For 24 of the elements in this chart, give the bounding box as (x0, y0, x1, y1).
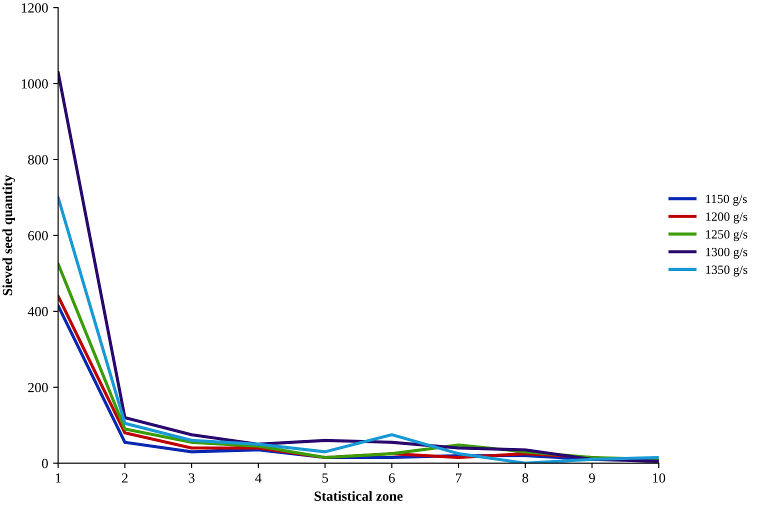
legend-label: 1350 g/s (706, 266, 748, 277)
x-tick-label: 5 (322, 473, 328, 483)
y-tick-label: 0 (42, 458, 48, 468)
y-tick-label: 1000 (22, 79, 48, 89)
legend-label: 1150 g/s (706, 194, 747, 206)
x-tick-label: 2 (122, 473, 128, 483)
x-axis-title: Statistical zone (314, 491, 403, 501)
x-tick-label: 4 (255, 473, 262, 483)
legend-label: 1250 g/s (706, 230, 748, 242)
y-tick-label: 1200 (22, 3, 48, 13)
y-tick-label: 400 (28, 306, 48, 316)
x-tick-label: 3 (188, 473, 195, 483)
y-tick-label: 600 (28, 230, 48, 240)
legend-label: 1200 g/s (706, 212, 748, 224)
x-tick-label: 10 (653, 473, 666, 483)
x-tick-label: 8 (522, 473, 528, 483)
y-tick-label: 200 (28, 382, 48, 392)
legend-label: 1300 g/s (706, 248, 748, 259)
x-tick-label: 6 (388, 473, 395, 483)
x-tick-label: 1 (56, 473, 61, 483)
y-axis-title: Sieved seed quantity (2, 174, 16, 296)
x-tick-label: 7 (456, 473, 462, 483)
x-tick-label: 9 (588, 473, 595, 483)
y-tick-label: 800 (28, 155, 48, 164)
